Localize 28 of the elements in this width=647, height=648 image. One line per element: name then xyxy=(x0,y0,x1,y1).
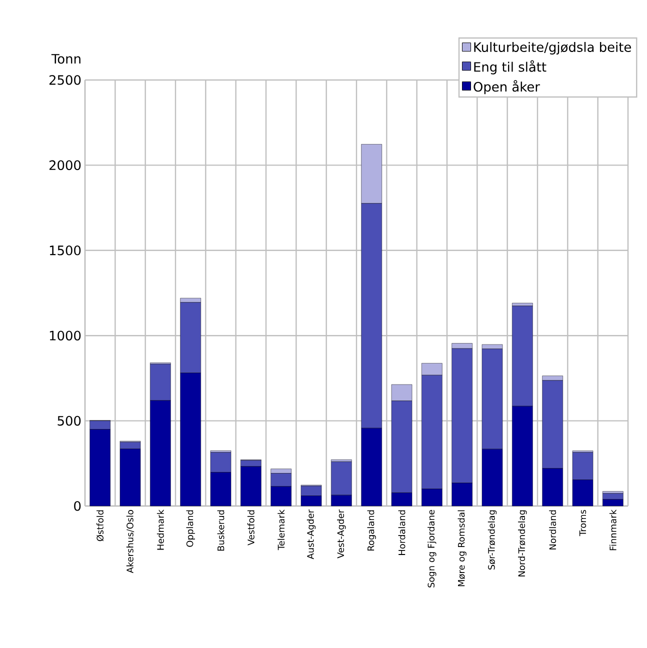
x-tick-label: Vestfold xyxy=(247,510,254,546)
x-tick-label: Møre og Romsdal xyxy=(458,510,466,586)
y-tick-label: 2000 xyxy=(49,160,81,170)
y-tick-label: 0 xyxy=(74,501,81,511)
legend-label: Kulturbeite/gjødsla beite xyxy=(474,42,631,54)
x-tick-label: Oppland xyxy=(186,510,195,547)
legend-label: Eng til slått xyxy=(474,60,546,74)
y-axis-title: Tonn xyxy=(51,54,80,64)
x-tick-label: Finnmark xyxy=(609,510,616,550)
x-tick-label: Sogn og Fjordane xyxy=(428,510,436,588)
legend-label: Open åker xyxy=(474,80,540,94)
x-tick-label: Hedmark xyxy=(156,510,164,550)
x-tick-label: Akershus/Oslo xyxy=(126,510,134,574)
x-tick-label: Nord-Trøndelag xyxy=(518,510,527,576)
x-tick-label: Aust-Agder xyxy=(306,510,316,560)
x-tick-label: Østfold xyxy=(96,510,104,542)
x-tick-label: Troms xyxy=(579,510,586,536)
x-tick-label: Telemark xyxy=(278,510,285,550)
y-tick-label: 500 xyxy=(58,416,81,426)
y-tick-label: 1000 xyxy=(50,330,81,340)
y-tick-label: 1500 xyxy=(50,246,81,256)
x-tick-label: Vest-Agder xyxy=(337,510,346,558)
x-tick-label: Rogaland xyxy=(367,510,376,551)
x-tick-label: Sør-Trøndelag xyxy=(488,510,497,570)
x-tick-label: Hordaland xyxy=(398,510,406,555)
x-tick-label: Buskerud xyxy=(217,510,224,551)
y-tick-label: 2500 xyxy=(49,75,81,85)
x-tick-label: Nordland xyxy=(549,510,556,550)
